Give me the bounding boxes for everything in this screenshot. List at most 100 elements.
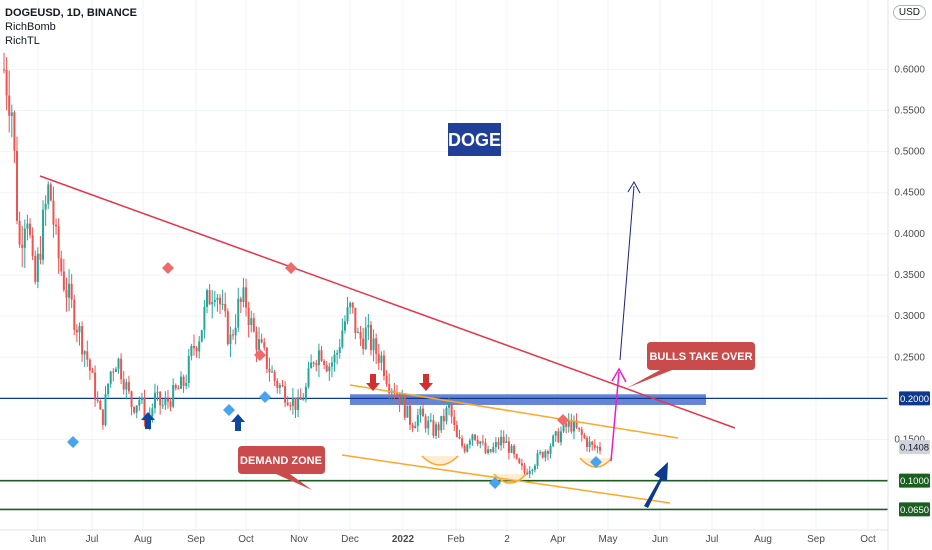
candle-body	[125, 382, 128, 390]
candle-body	[466, 444, 469, 452]
indicator-richbomb[interactable]: RichBomb	[5, 21, 56, 33]
candle-body	[213, 299, 216, 303]
candle-body	[372, 338, 375, 351]
candle-body	[187, 356, 190, 384]
candle-body	[49, 184, 52, 201]
candle-body	[161, 405, 164, 407]
resistance-zone-box	[350, 394, 706, 405]
candle-body	[343, 321, 346, 331]
candle-body	[455, 425, 458, 437]
candle-body	[75, 329, 78, 333]
price-label-box	[899, 440, 930, 455]
price-axis: 0.6000 0.5500 0.5000 0.4500 0.4000 0.3500 0.30…	[887, 0, 930, 550]
candle-body	[284, 386, 287, 403]
candle-body	[224, 303, 227, 312]
candle-body	[523, 465, 526, 473]
x-tick-label: Dec	[341, 534, 359, 545]
candle-body	[531, 469, 534, 472]
candle-body	[250, 318, 253, 326]
up-arrow-icon	[141, 412, 155, 429]
candle-body	[273, 371, 276, 381]
candle-body	[513, 445, 516, 455]
candle-body	[546, 451, 549, 454]
sell-diamond-icon	[285, 262, 297, 274]
candle-body	[221, 303, 224, 305]
candle-body	[83, 351, 86, 355]
candle-body	[237, 298, 240, 328]
candle-body	[398, 393, 401, 405]
candle-body	[364, 327, 367, 349]
candle-body	[502, 436, 505, 443]
x-tick-label: Jul	[86, 534, 99, 545]
candle-body	[289, 405, 292, 407]
candle-body	[286, 402, 289, 406]
candle-body	[73, 299, 76, 330]
candle-body	[377, 353, 380, 363]
x-tick-label: 2022	[392, 534, 415, 545]
candle-body	[62, 271, 65, 290]
time-axis: Jun Jul Aug Sep Oct Nov Dec 2022 Feb 2 Apr May Jun Ju…	[0, 529, 888, 545]
candle-body	[359, 332, 362, 339]
candle-body	[8, 95, 11, 116]
x-tick-label: Sep	[807, 534, 825, 545]
candle-body	[304, 386, 307, 400]
candle-body	[133, 406, 136, 413]
candle-body	[461, 438, 464, 446]
candle-body	[52, 200, 55, 225]
candle-body	[356, 332, 359, 334]
candle-body	[81, 326, 84, 355]
symbol-title: DOGEUSD, 1D, BINANCE	[5, 7, 138, 19]
candle-body	[585, 437, 588, 448]
candle-body	[23, 228, 26, 248]
candle-body	[271, 371, 274, 373]
candle-body	[34, 255, 37, 282]
pink-arrowhead-icon	[611, 367, 627, 383]
candle-body	[395, 393, 398, 395]
candle-body	[528, 471, 531, 475]
candle-body	[588, 441, 591, 448]
candle-body	[94, 372, 97, 400]
candle-body	[429, 420, 432, 422]
candle-body	[86, 351, 89, 360]
candle-body	[263, 342, 266, 348]
currency-badge[interactable]: USD	[892, 5, 926, 20]
candle-body	[544, 451, 547, 458]
x-tick-label: Feb	[447, 534, 465, 545]
candle-body	[505, 441, 508, 443]
buy-diamond-icon	[489, 477, 501, 489]
candle-body	[440, 415, 443, 431]
y-tick-label: 0.5000	[894, 147, 925, 158]
candle-body	[219, 297, 222, 305]
candle-body	[135, 405, 138, 413]
candle-body	[104, 394, 107, 425]
candle-body	[419, 408, 422, 415]
candle-body	[107, 383, 110, 395]
x-tick-label: Aug	[134, 534, 152, 545]
candle-body	[414, 425, 417, 429]
candle-body	[203, 306, 206, 331]
x-tick-label: May	[599, 534, 618, 545]
indicator-richtl[interactable]: RichTL	[5, 35, 40, 47]
price-label: 0.1408	[900, 443, 929, 454]
candle-body	[403, 395, 406, 418]
candle-body	[216, 297, 219, 300]
x-tick-label: 2	[504, 534, 510, 545]
sell-diamond-icon	[254, 349, 266, 361]
candle-body	[572, 420, 575, 432]
candle-body	[182, 376, 185, 386]
candle-body	[354, 307, 357, 333]
candle-body	[367, 324, 370, 328]
candle-body	[409, 405, 412, 425]
candle-body	[39, 253, 42, 260]
candle-body	[593, 444, 596, 448]
candle-body	[497, 442, 500, 446]
candle-body	[252, 318, 255, 332]
candle-body	[109, 371, 112, 384]
candle-body	[120, 358, 123, 380]
horizontal-lines	[0, 397, 888, 511]
candle-body	[567, 419, 570, 427]
candle-body	[16, 150, 19, 221]
candle-body	[515, 454, 518, 459]
candle-body	[362, 338, 365, 349]
